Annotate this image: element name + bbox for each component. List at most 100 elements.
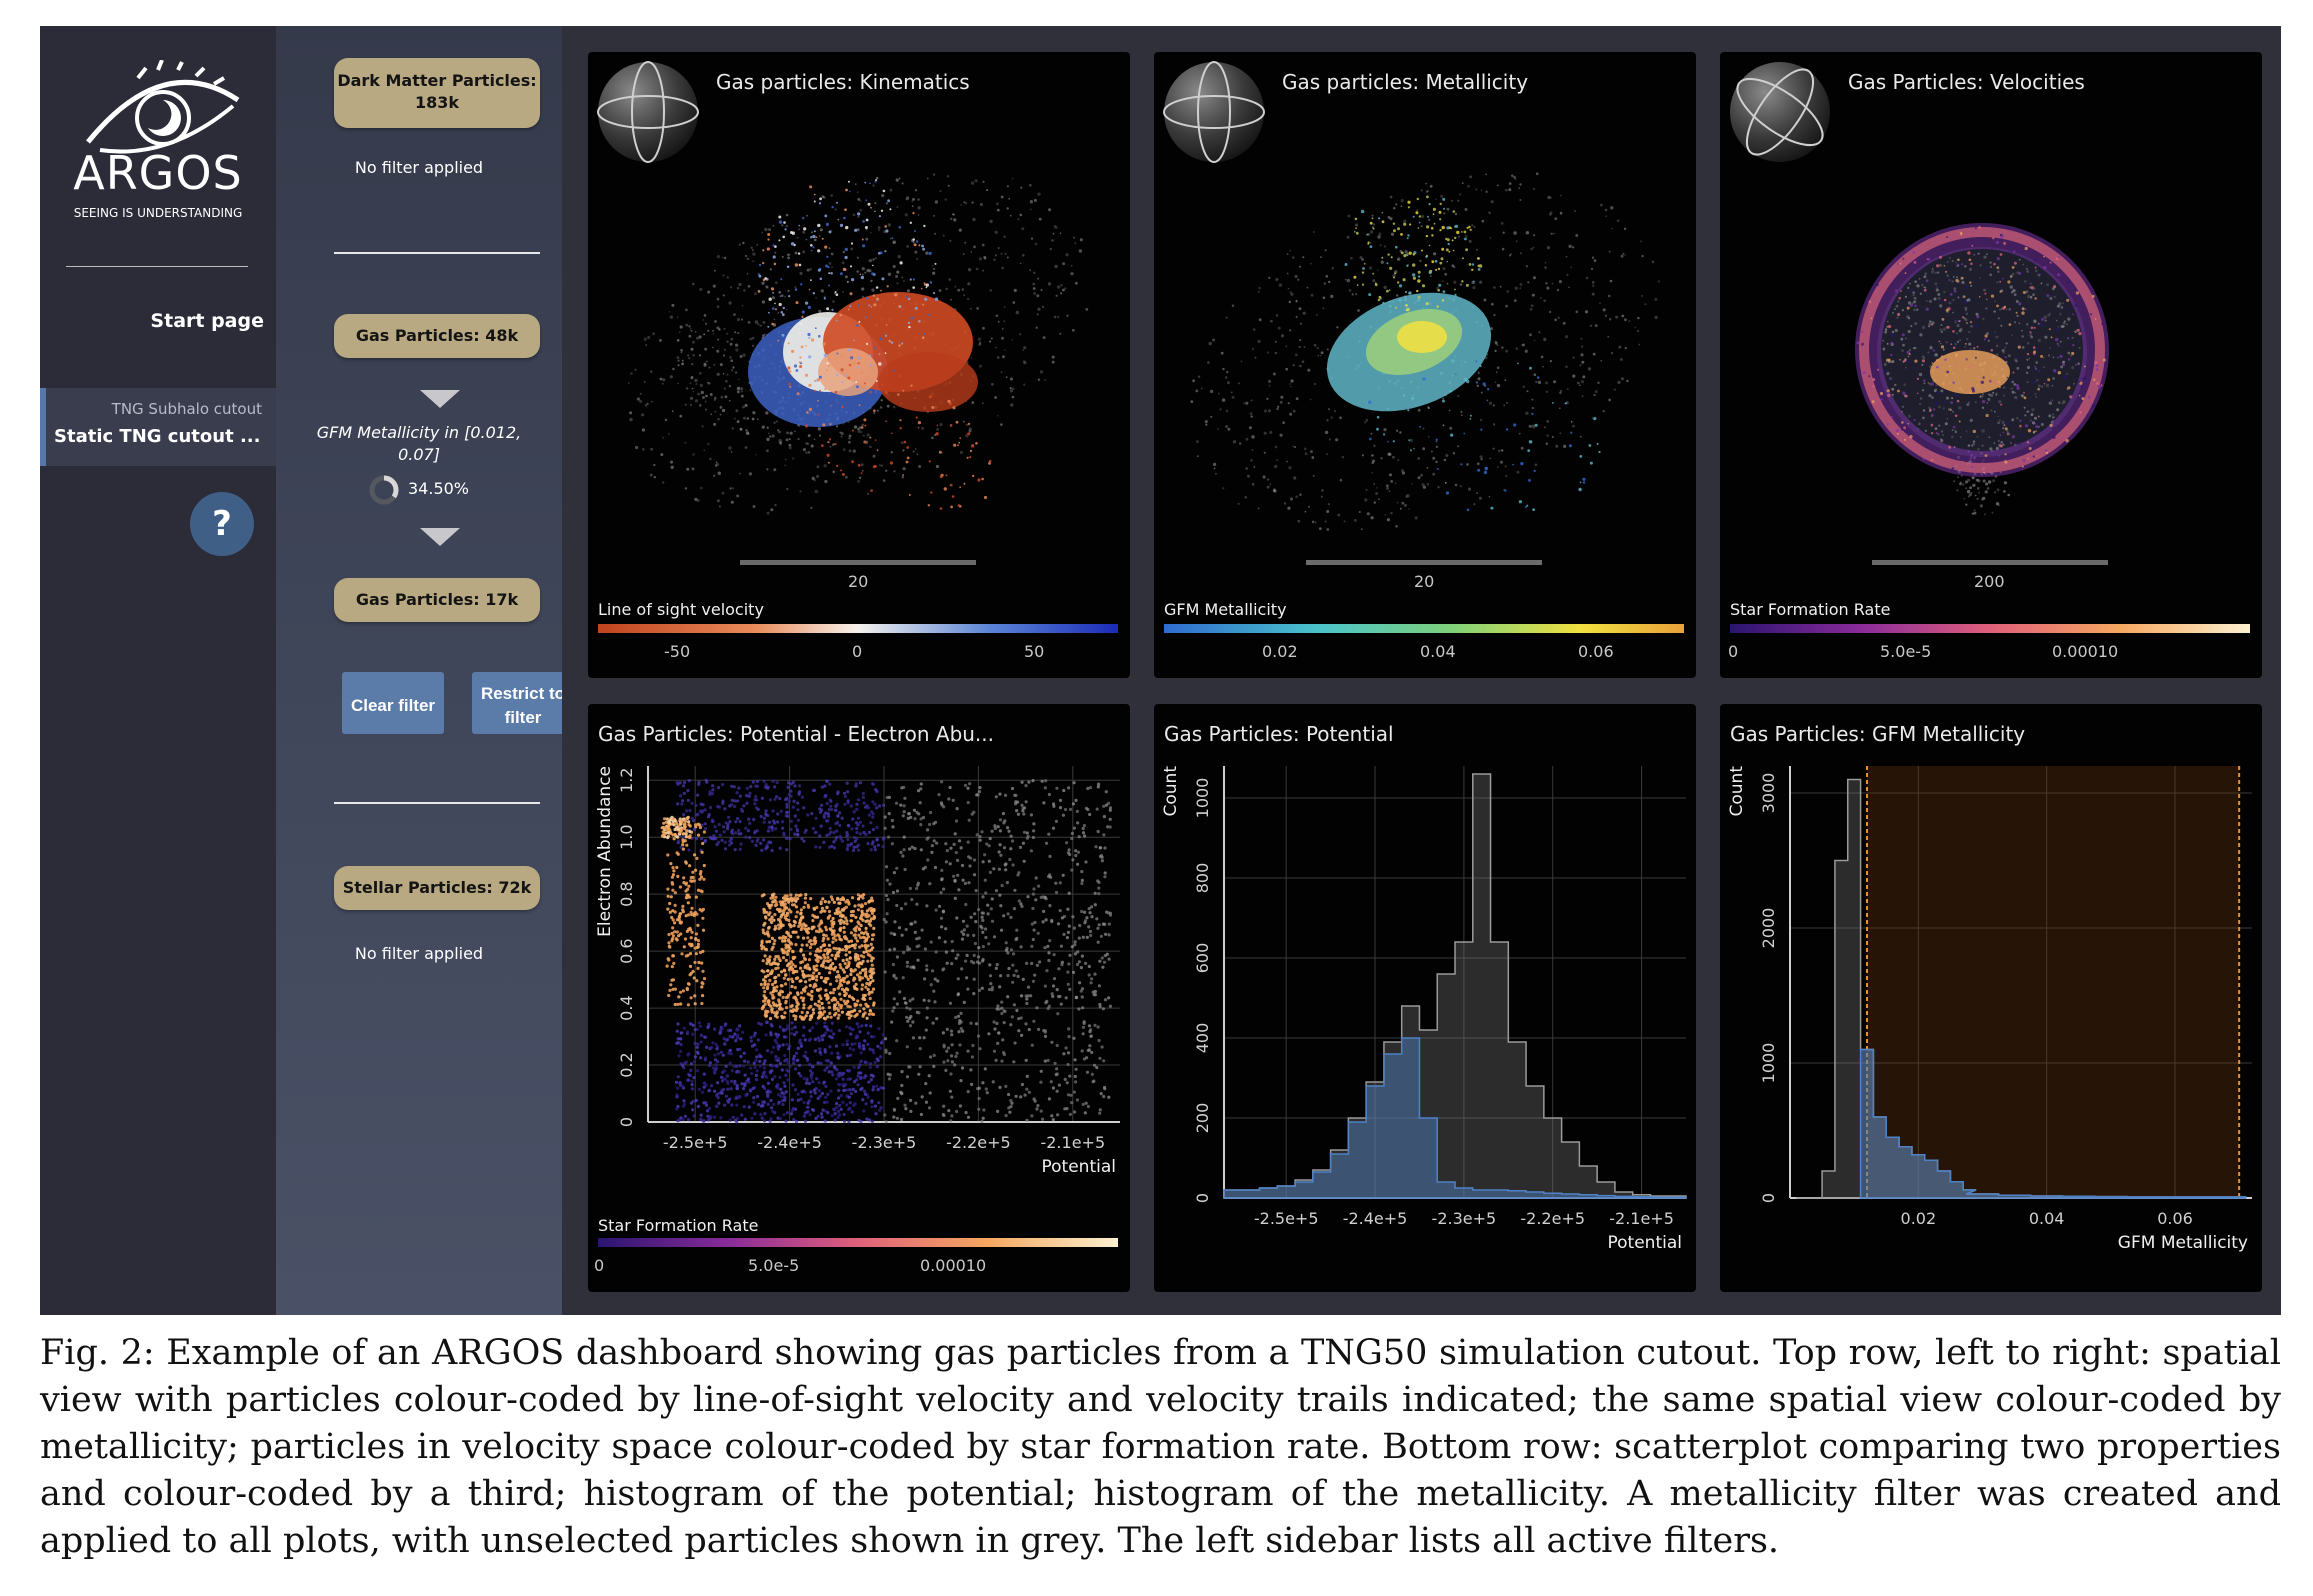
gas-particles-filtered-pill[interactable]: Gas Particles: 17k [334, 578, 540, 622]
globe-rotate-icon[interactable] [1728, 60, 1832, 164]
scatter-point [1048, 939, 1052, 943]
scatter-point [808, 1113, 812, 1117]
particle-point [1477, 268, 1481, 271]
particle-point [1964, 306, 1968, 310]
particle-point [1931, 382, 1934, 386]
scatter-point [693, 1055, 697, 1059]
particle-point [914, 230, 916, 233]
particle-point [2083, 365, 2086, 368]
scatter-point [969, 856, 973, 860]
nav-item-title: Static TNG cutout ... [54, 426, 261, 447]
scatter-point [1015, 928, 1019, 932]
scatter-point [1076, 862, 1080, 866]
particle-point [1886, 343, 1889, 345]
scatter-point [1025, 1087, 1029, 1091]
particle-point [2026, 358, 2029, 361]
gas-particles-total-pill[interactable]: Gas Particles: 48k [334, 314, 540, 358]
particle-point [1535, 380, 1538, 384]
particle-point [2055, 319, 2058, 322]
particle-point [1611, 227, 1613, 230]
particle-point [700, 390, 704, 395]
restrict-to-filter-button[interactable]: Restrict to filter [472, 672, 574, 734]
scatter-point [978, 835, 982, 839]
scatter-point [773, 785, 777, 789]
clear-filter-button[interactable]: Clear filter [342, 672, 444, 734]
particle-point [1996, 304, 1999, 308]
scatter-point [960, 967, 964, 971]
particle-point [963, 201, 966, 204]
kinematics-panel[interactable]: Gas particles: Kinematics 20 Line of sig… [588, 52, 1130, 678]
panel-title: Gas particles: Kinematics [716, 70, 970, 94]
stellar-particles-pill[interactable]: Stellar Particles: 72k [334, 866, 540, 910]
particle-point [1372, 279, 1376, 283]
particle-point [2003, 305, 2007, 309]
particle-point [1386, 262, 1389, 265]
particle-point [1324, 430, 1329, 435]
scatter-point [833, 1108, 837, 1112]
globe-rotate-icon[interactable] [596, 60, 700, 164]
particle-point [794, 288, 798, 291]
particle-point [1965, 480, 1968, 484]
scatter-point [1052, 953, 1056, 957]
particle-point [878, 229, 880, 232]
scatter-point [1007, 966, 1011, 971]
particle-point [787, 289, 790, 293]
scatter-point [878, 1108, 882, 1112]
particle-point [692, 282, 695, 286]
scatter-point [718, 1031, 722, 1035]
scatter-point [1098, 846, 1103, 850]
particle-point [2003, 481, 2007, 485]
scatter-point [992, 1020, 996, 1024]
particle-point [1442, 280, 1444, 282]
particle-point [1276, 459, 1279, 462]
nav-item-static-tng-cutout[interactable]: TNG Subhalo cutout Static TNG cutout ... [40, 388, 276, 466]
scatter-point [809, 1090, 813, 1094]
metallicity-panel[interactable]: Gas particles: Metallicity 20 GFM Metall… [1154, 52, 1696, 678]
scatter-point [869, 1024, 873, 1028]
scatter-point [788, 1064, 792, 1069]
scatter-point [728, 820, 732, 824]
velocities-panel[interactable]: Gas Particles: Velocities 200 Star Forma… [1720, 52, 2262, 678]
particle-point [950, 505, 953, 509]
scatter-point [958, 1019, 962, 1023]
scatter-point [817, 1081, 821, 1085]
particle-point [1420, 189, 1423, 192]
scatter-point [1032, 928, 1036, 932]
scatter-point [771, 779, 775, 783]
particle-point [1225, 316, 1228, 319]
potential-electron-scatter-panel[interactable]: Gas Particles: Potential - Electron Abu.… [588, 704, 1130, 1292]
scatter-point [1006, 912, 1010, 916]
scatter-point [706, 1118, 711, 1122]
scatter-point [913, 817, 917, 821]
particle-point [729, 342, 733, 346]
scatter-point [927, 1074, 931, 1078]
scatter-point [1106, 825, 1110, 829]
particle-point [1414, 516, 1418, 520]
particle-point [1495, 342, 1498, 345]
particle-point [1460, 463, 1463, 466]
particle-point [1591, 417, 1594, 419]
particle-point [839, 272, 843, 276]
globe-rotate-icon[interactable] [1162, 60, 1266, 164]
scatter-point [813, 1091, 817, 1095]
nav-start-page-link[interactable]: Start page [150, 310, 264, 332]
scatter-point [888, 1051, 892, 1056]
particle-point [1341, 455, 1345, 459]
particle-point [2057, 256, 2060, 259]
scatter-point [803, 1119, 808, 1123]
scatter-point [743, 1084, 747, 1088]
scatter-point [1097, 984, 1101, 988]
scatter-point [894, 976, 898, 980]
particle-point [1404, 290, 1408, 294]
scatter-point [1058, 806, 1063, 810]
particle-point [764, 333, 766, 336]
dark-matter-pill[interactable]: Dark Matter Particles: 183k [334, 58, 540, 128]
particle-point [1492, 404, 1495, 407]
scatter-point [961, 878, 965, 882]
particle-point [1463, 377, 1467, 381]
help-button[interactable]: ? [190, 492, 254, 556]
particle-point [794, 263, 799, 267]
particle-point [1546, 420, 1550, 423]
particle-point [782, 235, 785, 239]
particle-point [880, 464, 883, 467]
